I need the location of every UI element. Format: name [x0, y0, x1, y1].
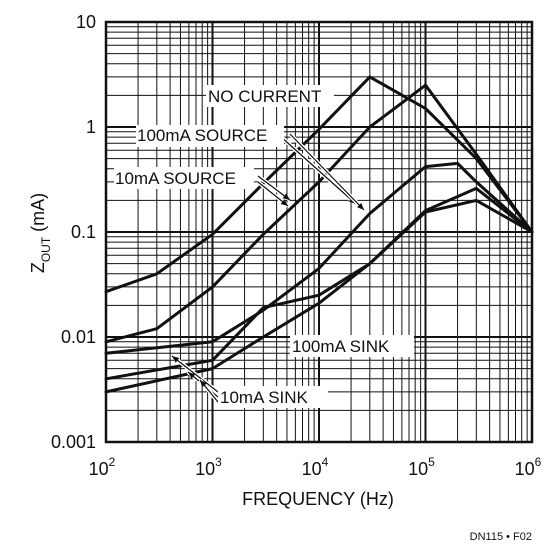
x-tick-label: 103	[195, 455, 222, 479]
annotation-100ma-sink: 100mA SINK	[292, 337, 390, 356]
x-tick-base: 10	[195, 459, 215, 479]
x-tick-base: 10	[302, 459, 322, 479]
annotation-10ma-source: 10mA SOURCE	[115, 169, 236, 188]
figure-footnote: DN115 • F02	[470, 531, 532, 543]
x-tick-exponent: 5	[428, 455, 435, 469]
y-axis-title-subscript: OUT	[39, 236, 53, 262]
x-tick-base: 10	[408, 459, 428, 479]
x-tick-label: 105	[408, 455, 435, 479]
y-tick-label: 0.1	[71, 222, 96, 242]
leader-arrowhead-10ma-sink-c	[200, 380, 207, 388]
leader-arrowhead-100ma-source	[357, 202, 364, 210]
leader-line-100ma-source	[289, 133, 365, 211]
x-tick-exponent: 2	[109, 455, 116, 469]
annotation-100ma-source: 100mA SOURCE	[137, 126, 267, 145]
x-tick-labels: 102 103 104 105 106	[89, 455, 542, 479]
label-bg-100ma-source	[136, 125, 284, 147]
y-tick-labels: 10 1 0.1 0.01 0.001	[51, 12, 96, 452]
y-tick-label: 0.001	[51, 432, 96, 452]
annotation-leaders	[170, 132, 366, 404]
leader-line-no-current	[279, 135, 357, 205]
series-line-10ma-source	[104, 161, 534, 355]
x-tick-base: 10	[515, 459, 535, 479]
leader-line-10ma-sink-a	[171, 355, 219, 393]
x-tick-label: 106	[515, 455, 542, 479]
x-tick-base: 10	[89, 459, 109, 479]
annotation-no-current: NO CURRENT	[208, 87, 321, 106]
leader-arrowhead-10ma-sink-a	[172, 356, 180, 363]
annotation-10ma-sink: 10mA SINK	[220, 388, 309, 407]
leader-arrowhead-10ma-sink-b	[188, 372, 196, 379]
y-tick-label: 0.01	[61, 327, 96, 347]
series-line-100ma-sink	[104, 186, 534, 381]
x-tick-label: 104	[302, 455, 329, 479]
label-bg-100ma-sink	[290, 335, 414, 357]
series-line-no-current	[104, 75, 534, 294]
x-tick-exponent: 3	[215, 455, 222, 469]
y-tick-label: 10	[76, 12, 96, 32]
label-bg-10ma-sink	[218, 386, 328, 408]
curves	[104, 75, 534, 394]
leader-arrowhead-10ma-source-upper	[282, 193, 290, 200]
y-tick-label: 1	[86, 117, 96, 137]
x-axis-title: FREQUENCY (Hz)	[242, 489, 394, 509]
y-axis-title: ZOUT (mA)	[28, 193, 53, 273]
x-tick-label: 102	[89, 455, 116, 479]
leader-arrowhead-10ma-source-lower	[280, 199, 288, 206]
series-line-100ma-source	[104, 83, 534, 344]
y-axis-title-unit: (mA)	[28, 193, 48, 237]
label-bg-no-current	[206, 85, 334, 107]
label-bg-10ma-source	[114, 167, 254, 189]
x-tick-exponent: 4	[322, 455, 329, 469]
series-line-10ma-sink	[104, 198, 534, 394]
y-axis-title-main: Z	[28, 262, 48, 273]
x-tick-exponent: 6	[535, 455, 542, 469]
